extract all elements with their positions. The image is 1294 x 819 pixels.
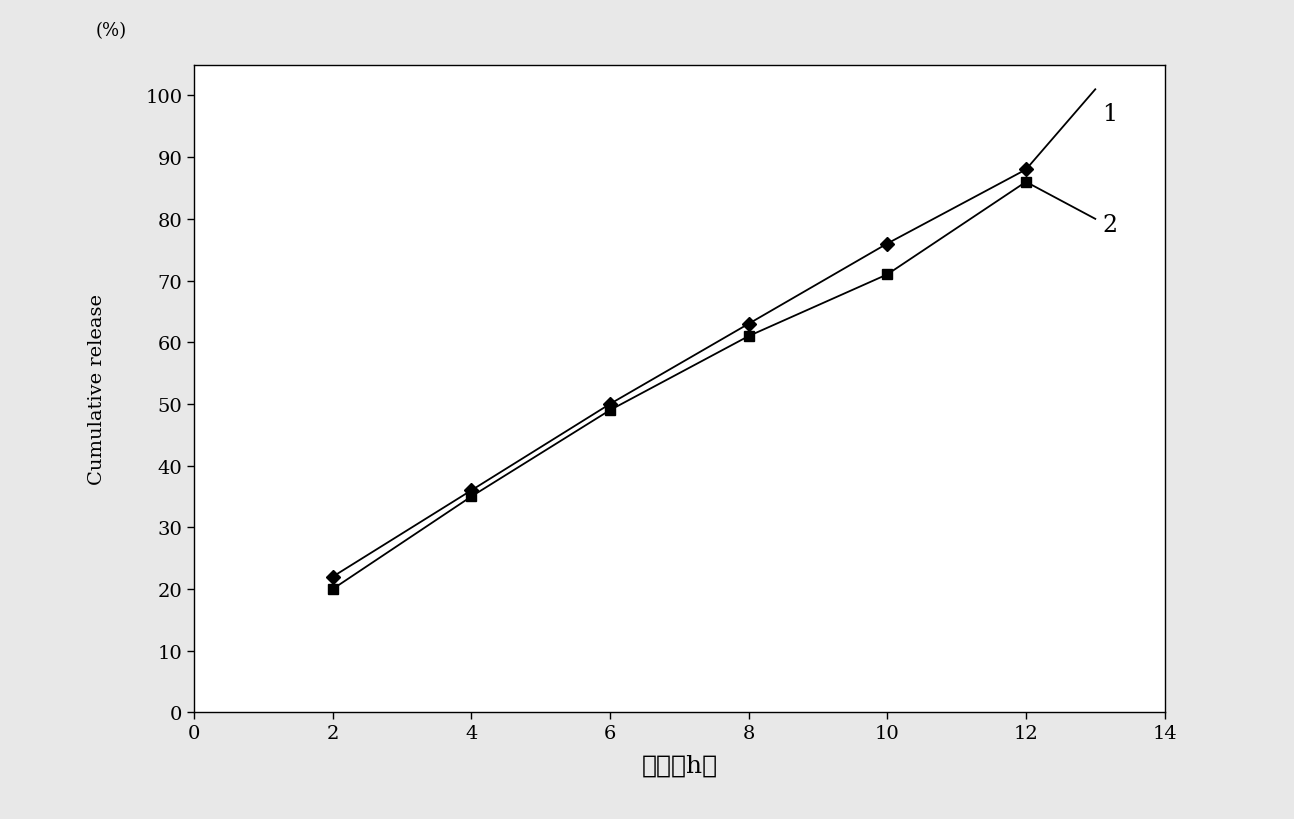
X-axis label: 时间（h）: 时间（h） bbox=[642, 753, 717, 776]
Text: 1: 1 bbox=[1102, 103, 1117, 126]
Text: 2: 2 bbox=[1102, 214, 1117, 237]
Text: (%): (%) bbox=[96, 21, 127, 39]
Text: Cumulative release: Cumulative release bbox=[88, 294, 106, 484]
